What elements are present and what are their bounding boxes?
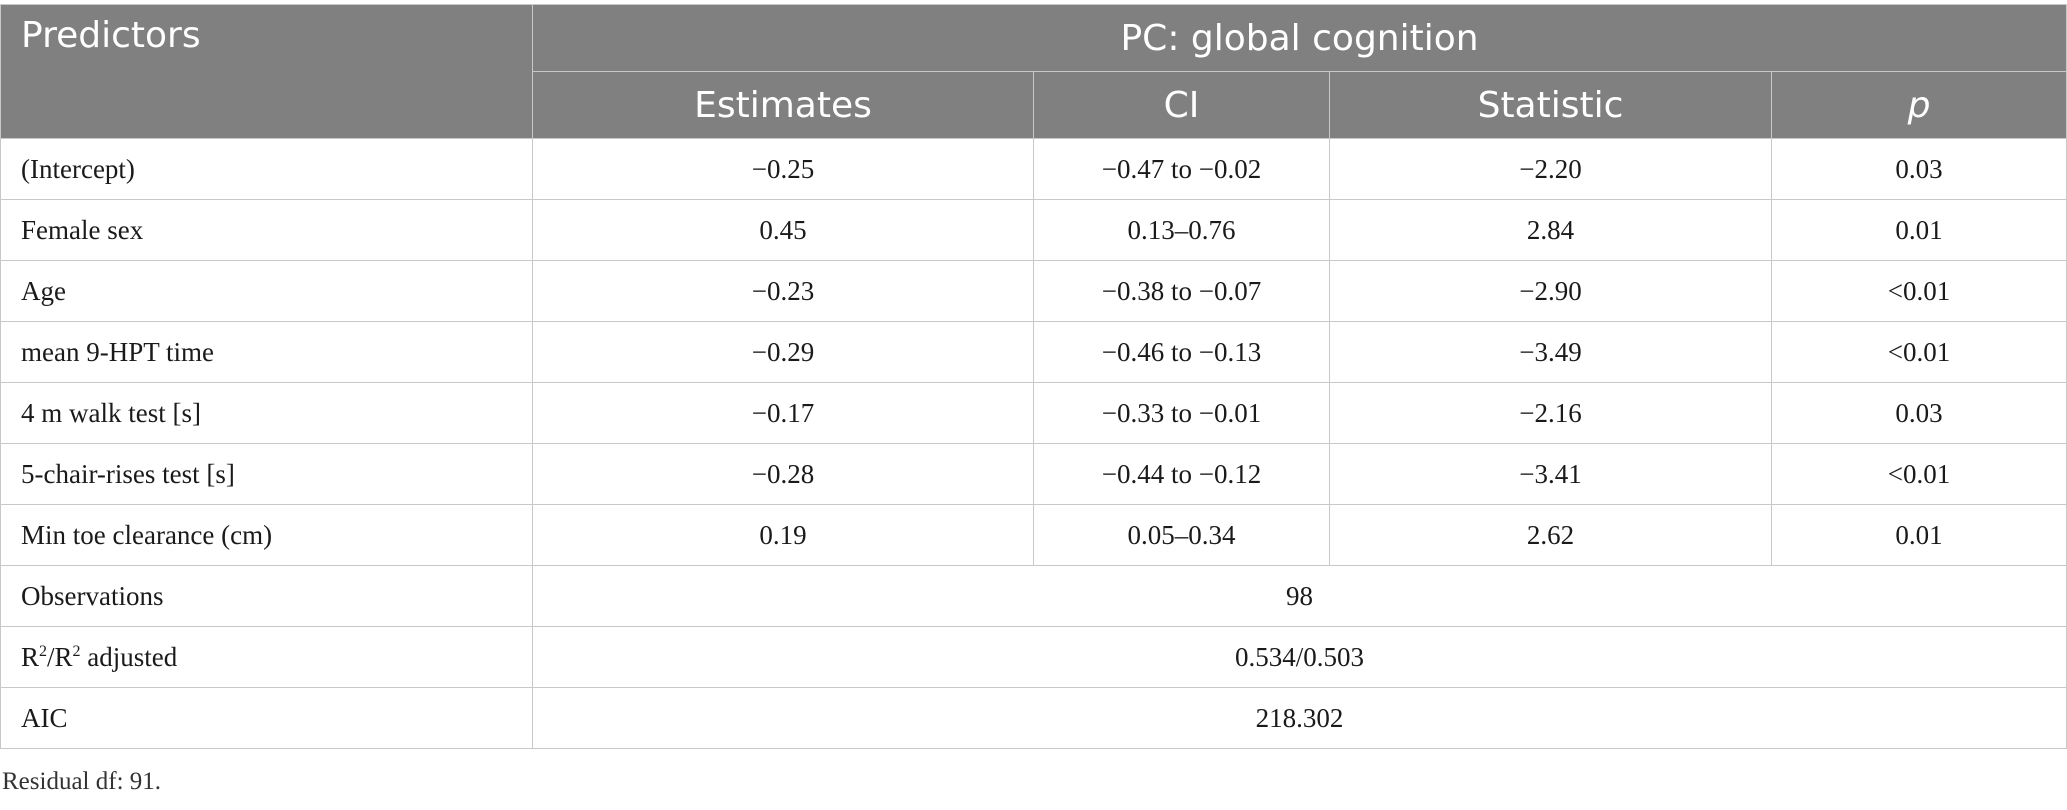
header-row-2: Estimates CI Statistic p <box>1 71 2067 139</box>
estimate-cell: −0.25 <box>532 138 1034 200</box>
statistic-cell: −2.16 <box>1329 382 1772 444</box>
p-cell: 0.03 <box>1770 138 2067 200</box>
table-row: 5-chair-rises test [s] −0.28 −0.44 to −0… <box>0 443 2067 505</box>
group-header: PC: global cognition <box>531 4 2067 72</box>
r2-row: R2/R2 adjusted 0.534/0.503 <box>0 626 2067 688</box>
estimates-header: Estimates <box>532 71 1034 139</box>
statistic-header: Statistic <box>1329 71 1772 139</box>
p-cell: <0.01 <box>1770 321 2067 383</box>
observations-row: Observations 98 <box>0 565 2067 627</box>
p-header: p <box>1770 71 2067 139</box>
table-row: Age −0.23 −0.38 to −0.07 −2.90 <0.01 <box>0 260 2067 322</box>
ci-cell: −0.47 to −0.02 <box>1033 138 1330 200</box>
r2-label-part: R <box>21 641 40 672</box>
ci-cell: −0.38 to −0.07 <box>1033 260 1330 322</box>
statistic-cell: 2.84 <box>1329 199 1772 261</box>
r2-superscript: 2 <box>39 642 48 660</box>
estimate-cell: −0.29 <box>532 321 1034 383</box>
predictor-cell: Female sex <box>0 199 533 261</box>
estimate-cell: 0.45 <box>532 199 1034 261</box>
predictor-cell: 5-chair-rises test [s] <box>0 443 533 505</box>
regression-table: Predictors PC: global cognition Estimate… <box>0 4 2067 749</box>
p-cell: 0.01 <box>1770 199 2067 261</box>
estimate-cell: −0.28 <box>532 443 1034 505</box>
r2-superscript: 2 <box>72 642 81 660</box>
predictor-cell: (Intercept) <box>0 138 533 200</box>
statistic-cell: 2.62 <box>1329 504 1772 566</box>
p-cell: 0.01 <box>1770 504 2067 566</box>
predictor-cell: Min toe clearance (cm) <box>0 504 533 566</box>
table-row: 4 m walk test [s] −0.17 −0.33 to −0.01 −… <box>0 382 2067 444</box>
ci-cell: −0.33 to −0.01 <box>1033 382 1330 444</box>
ci-cell: 0.05–0.34 <box>1033 504 1330 566</box>
p-cell: <0.01 <box>1770 443 2067 505</box>
r2-value: 0.534/0.503 <box>531 626 2067 688</box>
table-body: (Intercept) −0.25 −0.47 to −0.02 −2.20 0… <box>0 138 2067 749</box>
estimate-cell: −0.23 <box>532 260 1034 322</box>
regression-table-container: Predictors PC: global cognition Estimate… <box>0 4 2067 749</box>
aic-label: AIC <box>0 687 533 749</box>
table-row: Female sex 0.45 0.13–0.76 2.84 0.01 <box>0 199 2067 261</box>
table-row: (Intercept) −0.25 −0.47 to −0.02 −2.20 0… <box>0 138 2067 200</box>
predictor-cell: mean 9-HPT time <box>0 321 533 383</box>
ci-cell: 0.13–0.76 <box>1033 199 1330 261</box>
table-row: mean 9-HPT time −0.29 −0.46 to −0.13 −3.… <box>0 321 2067 383</box>
statistic-cell: −2.20 <box>1329 138 1772 200</box>
predictors-header: Predictors <box>0 4 533 139</box>
ci-cell: −0.46 to −0.13 <box>1033 321 1330 383</box>
statistic-cell: −3.41 <box>1329 443 1772 505</box>
aic-value: 218.302 <box>531 687 2067 749</box>
header-row-1: Predictors PC: global cognition <box>0 4 2067 139</box>
r2-label-part: /R <box>47 641 73 672</box>
table-footnote: Residual df: 91. <box>2 768 162 795</box>
statistic-cell: −3.49 <box>1329 321 1772 383</box>
observations-value: 98 <box>531 565 2067 627</box>
predictor-cell: Age <box>0 260 533 322</box>
r2-label-part: adjusted <box>80 641 178 672</box>
table-row: Min toe clearance (cm) 0.19 0.05–0.34 2.… <box>0 504 2067 566</box>
r2-label: R2/R2 adjusted <box>0 626 533 688</box>
p-cell: <0.01 <box>1770 260 2067 322</box>
p-cell: 0.03 <box>1770 382 2067 444</box>
observations-label: Observations <box>0 565 533 627</box>
table-header: Predictors PC: global cognition Estimate… <box>0 4 2067 139</box>
ci-cell: −0.44 to −0.12 <box>1033 443 1330 505</box>
ci-header: CI <box>1033 71 1330 139</box>
estimate-cell: −0.17 <box>532 382 1034 444</box>
aic-row: AIC 218.302 <box>0 687 2067 749</box>
statistic-cell: −2.90 <box>1329 260 1772 322</box>
predictor-cell: 4 m walk test [s] <box>0 382 533 444</box>
estimate-cell: 0.19 <box>532 504 1034 566</box>
